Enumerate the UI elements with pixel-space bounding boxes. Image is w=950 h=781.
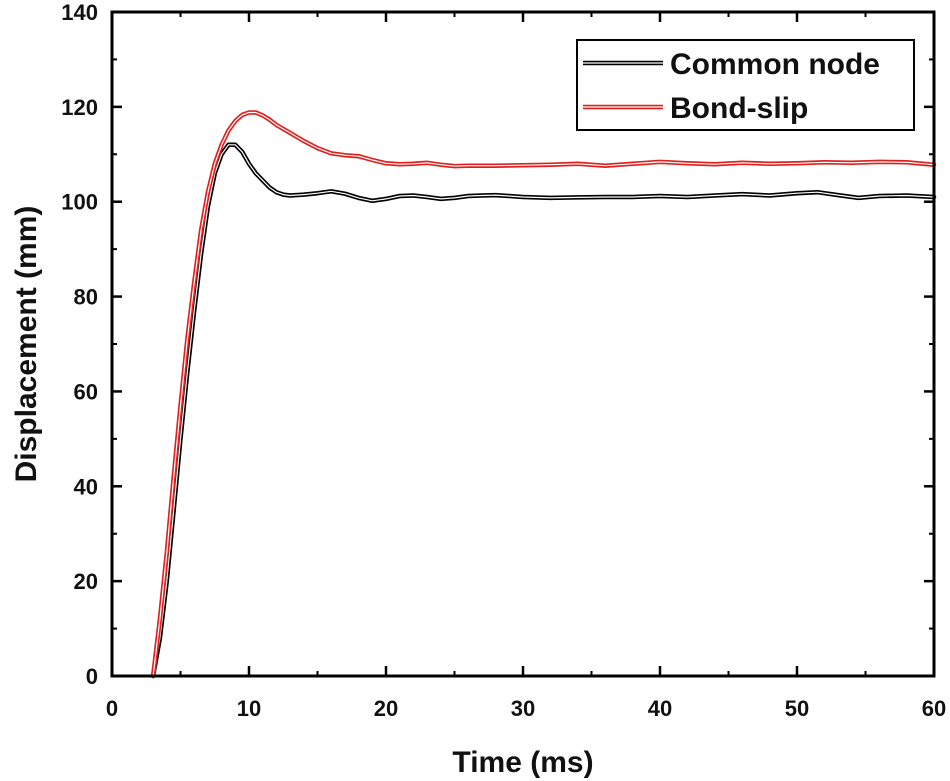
x-tick-label: 40 [648, 696, 672, 721]
series-line-highlight [152, 111, 935, 677]
x-tick-label: 10 [237, 696, 261, 721]
y-tick-label: 120 [61, 95, 98, 120]
legend-label: Common node [670, 48, 880, 81]
plot-frame [110, 10, 936, 678]
y-tick-label: 100 [61, 190, 98, 215]
legend: Common node Bond-slip [576, 39, 915, 131]
x-tick-label: 20 [374, 696, 398, 721]
x-tick-label: 50 [785, 696, 809, 721]
y-axis-label: Displacement (mm) [10, 206, 43, 483]
legend-item: Common node [583, 48, 880, 81]
x-tick-label: 30 [511, 696, 535, 721]
series-line-highlight [152, 144, 935, 677]
series-common-node [150, 142, 937, 679]
x-tick-label: 60 [922, 696, 946, 721]
legend-box [576, 39, 915, 131]
series-line [150, 142, 937, 679]
legend-label: Bond-slip [670, 92, 808, 125]
y-tick-label: 0 [86, 664, 98, 689]
y-tick-label: 60 [74, 379, 98, 404]
y-tick-label: 140 [61, 0, 98, 25]
data-series [150, 110, 937, 679]
x-tick-label: 0 [106, 696, 118, 721]
y-tick-label: 20 [74, 569, 98, 594]
axis-tick-labels: 0 10 20 30 40 50 60 0 20 40 60 80 100 120 140 [61, 0, 946, 721]
legend-item: Bond-slip [583, 92, 808, 125]
y-tick-label: 40 [74, 474, 98, 499]
series-bond-slip [150, 110, 937, 679]
y-tick-label: 80 [74, 285, 98, 310]
x-axis-label: Time (ms) [452, 746, 593, 779]
